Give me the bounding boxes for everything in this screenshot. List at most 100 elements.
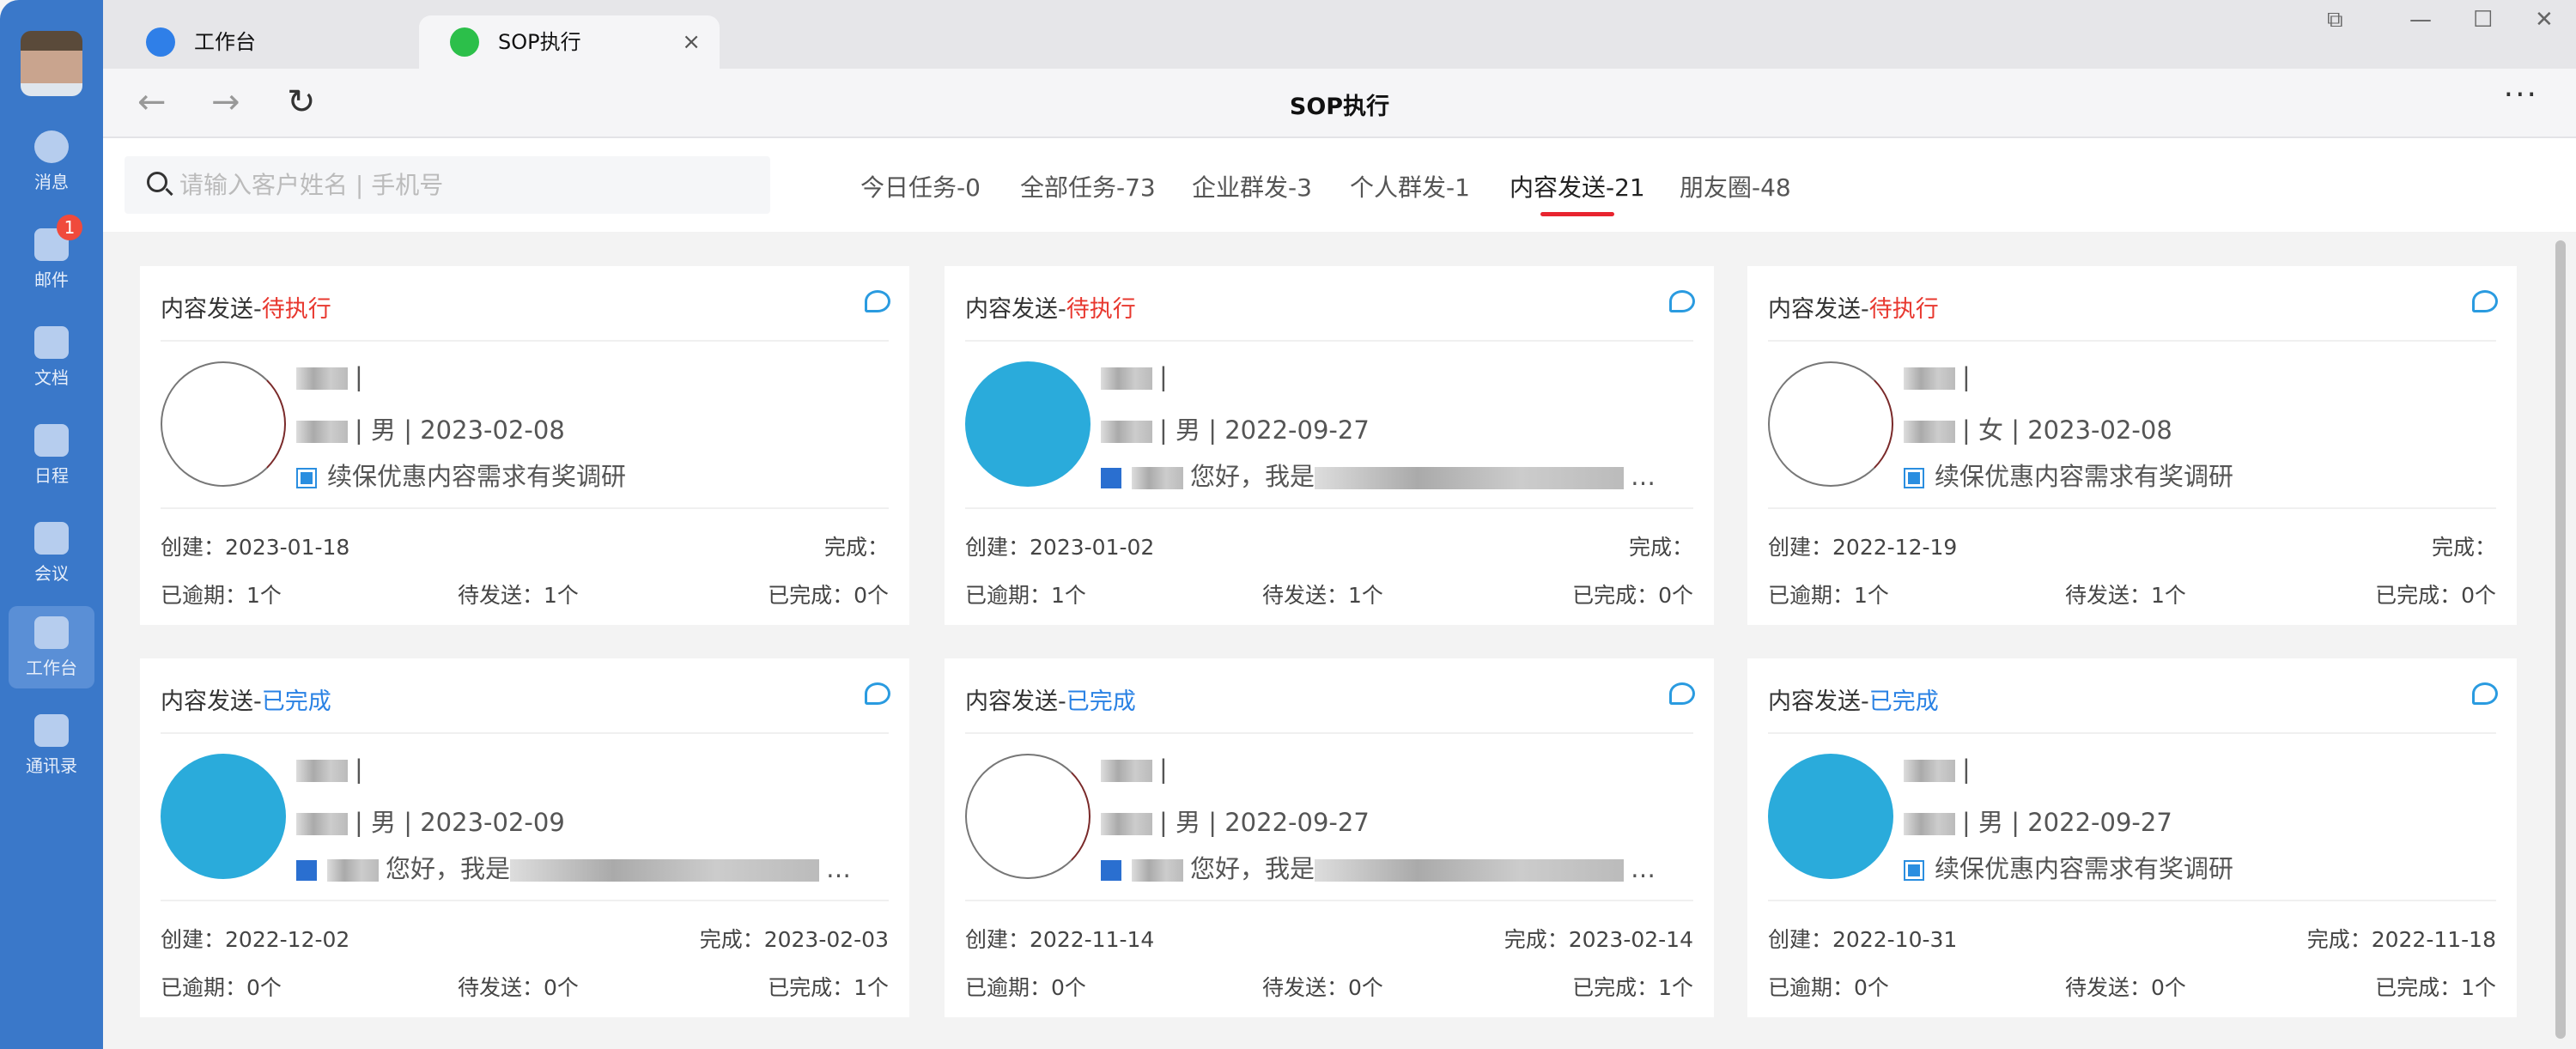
content-line[interactable]: 续保优惠内容需求有奖调研: [296, 457, 626, 493]
customer-name: |: [1904, 755, 1971, 784]
customer-name: |: [1904, 362, 1971, 391]
sidebar-item-label: 邮件: [34, 270, 69, 290]
sidebar-item-label: 日程: [34, 465, 69, 486]
customer-name: |: [296, 362, 363, 391]
calendar-icon: [34, 424, 69, 457]
sidebar: 消息 1 邮件 文档 日程 会议 工作台 通讯录: [0, 0, 103, 1049]
chat-icon[interactable]: [865, 682, 890, 705]
refresh-icon[interactable]: ↻: [287, 82, 316, 122]
task-card[interactable]: 内容发送-已完成 | | 男 | 2023-02-09 您好，我是… 创建：20…: [140, 658, 909, 1017]
filter-tab-5[interactable]: 朋友圈-48: [1680, 173, 1791, 202]
redacted-text: [1101, 421, 1152, 443]
word-file-icon: [1101, 860, 1121, 881]
filter-tab-0[interactable]: 今日任务-0: [860, 173, 981, 202]
content-line[interactable]: 您好，我是…: [1101, 849, 1656, 885]
overdue-count: 已逾期：0个: [965, 975, 1086, 1000]
more-options-icon[interactable]: ···: [2503, 77, 2538, 112]
redacted-name: [1101, 367, 1152, 390]
tab-label: 工作台: [194, 30, 256, 54]
to-send-count: 待发送：1个: [1262, 583, 1383, 608]
filter-tab-3[interactable]: 个人群发-1: [1350, 173, 1470, 202]
filter-tab-4[interactable]: 内容发送-21: [1510, 169, 1645, 216]
chat-icon[interactable]: [2472, 682, 2498, 705]
word-file-icon: [1101, 468, 1121, 488]
sidebar-item-6[interactable]: 通讯录: [9, 704, 94, 786]
back-arrow-icon[interactable]: ←: [137, 82, 167, 122]
redacted-text: [510, 859, 820, 882]
document-icon: [34, 326, 69, 359]
content-line[interactable]: 续保优惠内容需求有奖调研: [1904, 457, 2233, 493]
redacted-text: [1315, 859, 1625, 882]
content-line[interactable]: 您好，我是…: [296, 849, 851, 885]
finished-count: 已完成：1个: [1572, 975, 1693, 1000]
customer-date: 2022-09-27: [1224, 808, 1370, 837]
created-date: 创建：2022-11-14: [965, 927, 1155, 952]
gender: 男: [1176, 808, 1201, 837]
created-date: 创建：2023-01-18: [161, 535, 350, 560]
redacted-text: [1904, 421, 1955, 443]
sidebar-item-0[interactable]: 消息: [9, 120, 94, 203]
minimize-icon[interactable]: —: [2409, 7, 2432, 33]
maximize-icon[interactable]: ☐: [2473, 7, 2494, 33]
content-title: 您好，我是: [1190, 854, 1315, 883]
sidebar-item-2[interactable]: 文档: [9, 316, 94, 398]
redacted-text: [1132, 859, 1183, 882]
divider: [965, 732, 1693, 734]
completed-date: 完成：2023-02-14: [1504, 927, 1693, 952]
tab-sop[interactable]: SOP执行 ×: [419, 15, 720, 69]
filter-tab-1[interactable]: 全部任务-73: [1020, 173, 1156, 202]
close-window-icon[interactable]: ✕: [2535, 7, 2554, 33]
tab-workbench[interactable]: 工作台: [115, 15, 420, 69]
user-avatar[interactable]: [21, 31, 82, 96]
chat-icon[interactable]: [2472, 290, 2498, 312]
tab-label: SOP执行: [498, 30, 581, 54]
search-input[interactable]: [179, 156, 746, 214]
customer-date: 2023-02-09: [420, 808, 565, 837]
sidebar-item-4[interactable]: 会议: [9, 512, 94, 594]
chat-icon[interactable]: [1669, 290, 1695, 312]
created-date: 创建：2022-12-19: [1768, 535, 1958, 560]
customer-info: | 男 | 2022-09-27: [1101, 803, 1370, 839]
overdue-count: 已逾期：0个: [1768, 975, 1889, 1000]
content-line[interactable]: 您好，我是…: [1101, 457, 1656, 493]
overdue-count: 已逾期：1个: [965, 583, 1086, 608]
card-title: 内容发送-待执行: [1768, 296, 1939, 323]
search-icon: [147, 172, 167, 192]
task-type: 内容发送: [965, 688, 1058, 715]
filter-tab-2[interactable]: 企业群发-3: [1192, 173, 1312, 202]
task-card[interactable]: 内容发送-待执行 | | 男 | 2022-09-27 您好，我是… 创建：20…: [945, 266, 1714, 625]
sidebar-item-5[interactable]: 工作台: [9, 606, 94, 688]
card-title: 内容发送-已完成: [1768, 688, 1939, 715]
divider: [965, 507, 1693, 509]
to-send-count: 待发送：0个: [458, 975, 579, 1000]
status-label: 已完成: [1066, 688, 1136, 715]
completed-date: 完成：: [823, 535, 889, 560]
redacted-name: [296, 760, 348, 782]
task-card[interactable]: 内容发送-待执行 | | 男 | 2023-02-08 续保优惠内容需求有奖调研…: [140, 266, 909, 625]
customer-avatar: [965, 754, 1091, 879]
chat-icon[interactable]: [865, 290, 890, 312]
content-line[interactable]: 续保优惠内容需求有奖调研: [1904, 849, 2233, 885]
restore-window-icon[interactable]: ⧉: [2327, 7, 2343, 33]
task-card[interactable]: 内容发送-待执行 | | 女 | 2023-02-08 续保优惠内容需求有奖调研…: [1747, 266, 2517, 625]
scrollbar[interactable]: [2555, 240, 2566, 1039]
content-title: 您好，我是: [1190, 462, 1315, 491]
task-card[interactable]: 内容发送-已完成 | | 男 | 2022-09-27 续保优惠内容需求有奖调研…: [1747, 658, 2517, 1017]
customer-avatar: [1768, 754, 1893, 879]
gender: 男: [371, 415, 397, 445]
forward-arrow-icon[interactable]: →: [211, 82, 240, 122]
sidebar-item-3[interactable]: 日程: [9, 414, 94, 496]
finished-count: 已完成：1个: [768, 975, 889, 1000]
sidebar-item-1[interactable]: 1 邮件: [9, 215, 94, 300]
content-title: 续保优惠内容需求有奖调研: [327, 462, 627, 491]
sidebar-item-label: 文档: [34, 367, 69, 388]
image-file-icon: [296, 468, 317, 488]
search-box[interactable]: [125, 156, 770, 214]
customer-date: 2023-02-08: [2027, 415, 2172, 445]
divider: [161, 900, 889, 901]
chat-icon[interactable]: [1669, 682, 1695, 705]
close-tab-icon[interactable]: ×: [682, 29, 701, 55]
gender: 男: [371, 808, 397, 837]
tab-bar: 工作台 SOP执行 × ⧉ — ☐ ✕: [103, 0, 2576, 69]
task-card[interactable]: 内容发送-已完成 | | 男 | 2022-09-27 您好，我是… 创建：20…: [945, 658, 1714, 1017]
